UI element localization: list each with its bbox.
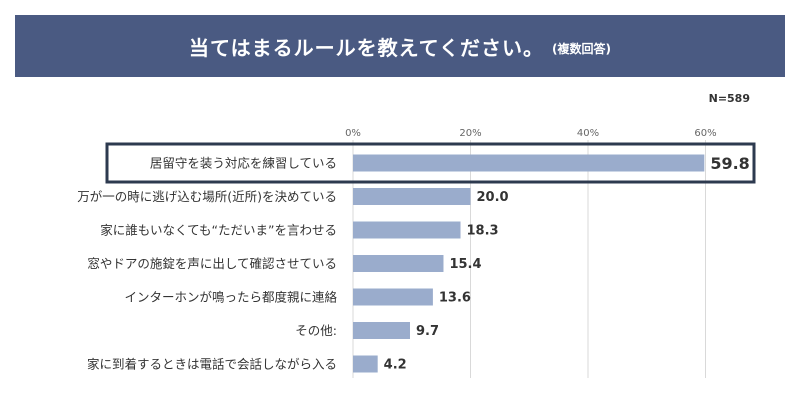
chart-subtitle: (複数回答) <box>552 41 611 56</box>
category-label: 家に誰もいなくても“ただいま”を言わせる <box>100 223 337 238</box>
bar <box>353 355 378 373</box>
x-axis-ticks: 0% 20% 40% 60% <box>345 128 717 139</box>
value-label: 4.2 <box>384 358 407 373</box>
value-label: 20.0 <box>477 190 509 205</box>
bar <box>353 188 471 205</box>
sample-size-label: N=589 <box>708 92 750 105</box>
category-label: その他: <box>295 323 337 338</box>
highlight-box <box>105 142 756 184</box>
bar <box>353 255 444 272</box>
value-label: 15.4 <box>449 257 481 272</box>
category-label: 万が一の時に逃げ込む場所(近所)を決めている <box>77 189 337 204</box>
bar <box>353 221 461 239</box>
highlight-box-layer <box>105 142 756 184</box>
bar <box>353 154 705 172</box>
bar <box>353 288 433 306</box>
value-label: 9.7 <box>416 324 439 339</box>
bar <box>353 322 410 339</box>
x-tick-label: 40% <box>577 128 599 139</box>
category-label: 居留守を装う対応を練習している <box>150 156 337 171</box>
category-label: 家に到着するときは電話で会話しながら入る <box>87 357 337 372</box>
category-label: 窓やドアの施錠を声に出して確認させている <box>87 256 337 271</box>
value-label: 18.3 <box>467 224 499 239</box>
x-tick-label: 0% <box>345 128 361 139</box>
category-label: インターホンが鳴ったら都度親に連絡 <box>124 290 337 305</box>
x-tick-label: 60% <box>694 128 716 139</box>
category-labels: 居留守を装う対応を練習している万が一の時に逃げ込む場所(近所)を決めている家に誰… <box>77 156 337 372</box>
value-label: 59.8 <box>710 154 749 173</box>
bars <box>353 154 705 373</box>
value-labels: 59.8 20.0 18.3 15.4 13.6 9.7 4.2 <box>384 154 750 373</box>
value-label: 13.6 <box>439 291 471 306</box>
x-tick-label: 20% <box>459 128 481 139</box>
chart-title: 当てはまるルールを教えてください。 <box>189 35 544 60</box>
title-banner: 当てはまるルールを教えてください。 (複数回答) <box>15 15 785 77</box>
